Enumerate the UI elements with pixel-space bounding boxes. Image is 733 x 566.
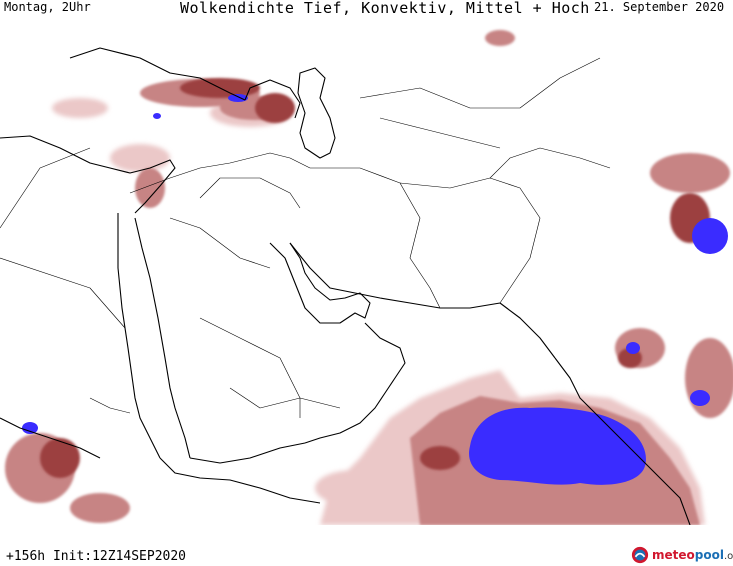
cloud-layer-max xyxy=(22,94,728,485)
map-title: Wolkendichte Tief, Konvektiv, Mittel + H… xyxy=(180,0,590,17)
forecast-date-label: 21. September 2020 xyxy=(594,0,725,14)
map-header: Montag, 2Uhr Wolkendichte Tief, Konvekti… xyxy=(0,0,733,20)
coastlines xyxy=(0,47,691,525)
country-borders xyxy=(0,57,611,418)
map-footer: +156h Init:12Z14SEP2020 xyxy=(0,525,733,566)
model-run-label: +156h Init:12Z14SEP2020 xyxy=(6,549,187,564)
meteopool-logo-icon xyxy=(631,546,649,564)
forecast-time-label: Montag, 2Uhr xyxy=(4,0,91,14)
meteopool-wordmark: meteopool.org xyxy=(652,548,733,562)
meteopool-logo[interactable]: meteopool.org xyxy=(631,545,733,565)
cloud-layer-high xyxy=(40,78,710,478)
cloud-density-map xyxy=(0,18,733,525)
